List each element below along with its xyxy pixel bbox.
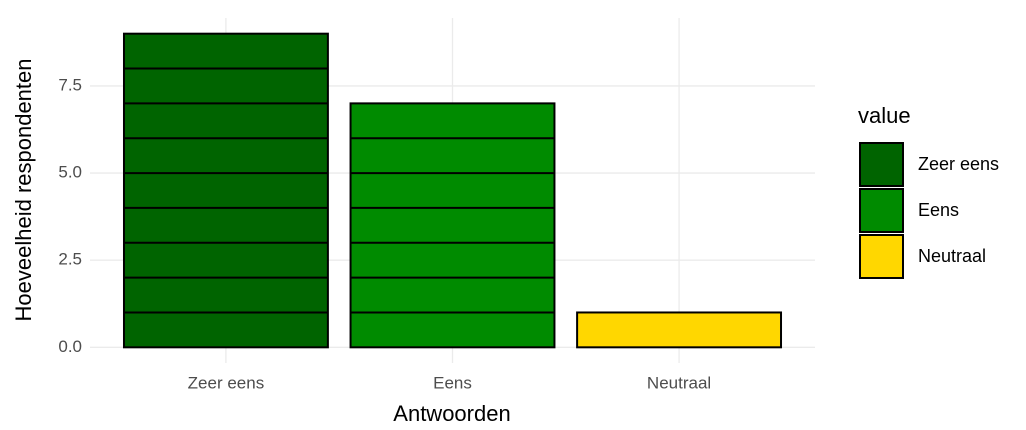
legend-key <box>859 142 904 187</box>
legend-label: Zeer eens <box>918 154 999 174</box>
x-axis-title: Antwoorden <box>393 401 510 426</box>
y-tick-label: 7.5 <box>58 75 82 94</box>
legend-label: Neutraal <box>918 246 986 266</box>
bar <box>122 32 329 349</box>
legend-key <box>859 234 904 279</box>
x-tick-label: Zeer eens <box>188 373 265 392</box>
bar <box>349 102 556 349</box>
legend-title: value <box>858 103 911 128</box>
y-tick-label: 0.0 <box>58 337 82 356</box>
bar <box>576 311 783 349</box>
x-tick-label: Neutraal <box>647 373 711 392</box>
legend-label: Eens <box>918 200 959 220</box>
x-tick-label: Eens <box>433 373 472 392</box>
y-tick-label: 2.5 <box>58 250 82 269</box>
y-axis-title: Hoeveelheid respondenten <box>11 59 36 322</box>
legend-key <box>859 188 904 233</box>
y-tick-label: 5.0 <box>58 163 82 182</box>
